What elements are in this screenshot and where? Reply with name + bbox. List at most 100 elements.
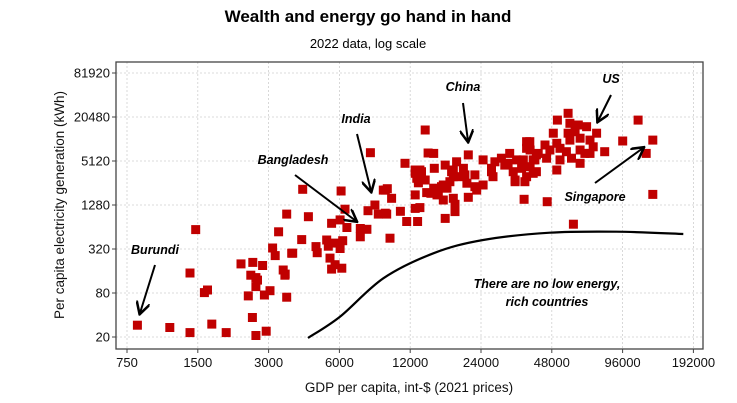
y-tick-label: 5120 bbox=[81, 154, 110, 169]
data-point bbox=[463, 192, 473, 202]
data-point bbox=[270, 251, 280, 261]
data-point bbox=[423, 148, 433, 158]
x-tick-label: 192000 bbox=[672, 355, 715, 370]
x-axis-title: GDP per capita, int-$ (2021 prices) bbox=[305, 380, 513, 395]
data-point bbox=[410, 165, 420, 175]
data-point bbox=[282, 292, 292, 302]
data-point bbox=[463, 150, 473, 160]
data-point bbox=[207, 319, 217, 329]
x-tick-label: 6000 bbox=[325, 355, 354, 370]
data-point bbox=[418, 175, 428, 185]
chart-subtitle: 2022 data, log scale bbox=[310, 36, 426, 51]
y-tick-label: 20 bbox=[96, 330, 110, 345]
data-point bbox=[410, 190, 420, 200]
data-point bbox=[413, 178, 423, 188]
annotation-label-us: US bbox=[602, 72, 620, 86]
data-point bbox=[470, 170, 480, 180]
data-point bbox=[203, 285, 212, 295]
data-point bbox=[450, 207, 460, 217]
data-point bbox=[413, 217, 423, 226]
annotation-us: US bbox=[598, 72, 620, 121]
data-point bbox=[429, 183, 439, 193]
data-point bbox=[531, 167, 541, 177]
data-point bbox=[517, 163, 527, 173]
data-point bbox=[552, 138, 562, 148]
y-tick-label: 81920 bbox=[74, 66, 110, 81]
data-point bbox=[592, 128, 602, 138]
region-note-line2: rich countries bbox=[506, 295, 589, 309]
data-point bbox=[548, 128, 558, 138]
data-point bbox=[542, 153, 552, 163]
data-point bbox=[221, 328, 231, 338]
data-point bbox=[552, 115, 562, 125]
data-point bbox=[247, 313, 257, 322]
data-point bbox=[325, 253, 335, 263]
y-axis-title: Per capita electricity generation (kWh) bbox=[52, 91, 67, 319]
y-tick-label: 20480 bbox=[74, 110, 110, 125]
y-tick-label: 320 bbox=[88, 242, 110, 257]
annotation-label-china: China bbox=[446, 80, 481, 94]
data-point bbox=[185, 268, 195, 278]
annotation-china: China bbox=[446, 80, 481, 141]
annotation-label-india: India bbox=[341, 112, 370, 126]
data-point bbox=[458, 163, 468, 173]
x-tick-label: 24000 bbox=[463, 355, 499, 370]
data-point bbox=[274, 227, 284, 237]
data-point bbox=[440, 160, 450, 170]
data-point bbox=[582, 122, 592, 132]
gridlines bbox=[116, 62, 703, 349]
data-point bbox=[633, 115, 643, 125]
data-point bbox=[236, 259, 246, 269]
data-point bbox=[280, 270, 290, 280]
x-tick-label: 12000 bbox=[392, 355, 428, 370]
data-point bbox=[322, 235, 332, 245]
data-point bbox=[420, 125, 430, 135]
data-point bbox=[370, 200, 380, 210]
data-point bbox=[563, 128, 573, 138]
data-point bbox=[575, 133, 585, 143]
y-tick-label: 1280 bbox=[81, 198, 110, 213]
data-point bbox=[259, 290, 269, 300]
data-point bbox=[253, 275, 262, 285]
data-point bbox=[540, 140, 550, 150]
x-tick-label: 1500 bbox=[183, 355, 212, 370]
data-point bbox=[478, 180, 488, 190]
data-point bbox=[355, 224, 365, 233]
data-point bbox=[336, 186, 346, 196]
data-point bbox=[445, 177, 455, 187]
arrow-india bbox=[356, 133, 371, 191]
data-point bbox=[282, 209, 292, 219]
data-point bbox=[362, 224, 372, 234]
x-axis-ticks: 750 1500 3000 6000 12000 24000 48000 96000 19200… bbox=[116, 349, 715, 370]
data-point bbox=[508, 167, 518, 177]
data-point bbox=[487, 167, 496, 177]
data-point bbox=[335, 244, 345, 253]
data-point bbox=[402, 217, 412, 226]
data-point bbox=[453, 172, 463, 182]
data-point bbox=[410, 203, 420, 213]
annotation-label-burundi: Burundi bbox=[131, 243, 179, 257]
data-point bbox=[573, 120, 583, 130]
x-tick-label: 750 bbox=[116, 355, 138, 370]
annotation-singapore: Singapore bbox=[564, 148, 643, 204]
data-point bbox=[448, 165, 458, 175]
data-point bbox=[330, 238, 340, 248]
data-point bbox=[251, 282, 261, 292]
data-point bbox=[363, 206, 373, 216]
data-point bbox=[191, 225, 201, 235]
data-point bbox=[648, 189, 658, 199]
data-point bbox=[387, 193, 397, 203]
data-point bbox=[312, 248, 322, 258]
annotation-burundi: Burundi bbox=[131, 243, 179, 313]
data-points bbox=[132, 108, 658, 340]
data-point bbox=[462, 178, 472, 188]
data-point bbox=[528, 155, 538, 165]
data-point bbox=[522, 172, 532, 182]
data-point bbox=[555, 155, 565, 165]
data-point bbox=[438, 180, 448, 190]
data-point bbox=[641, 148, 651, 158]
data-point bbox=[472, 185, 482, 195]
x-tick-label: 3000 bbox=[254, 355, 283, 370]
data-point bbox=[575, 158, 585, 168]
data-point bbox=[185, 328, 195, 338]
